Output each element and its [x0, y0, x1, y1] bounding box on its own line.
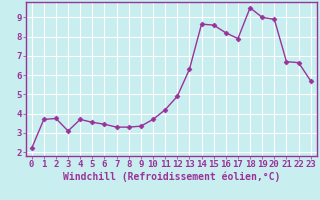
X-axis label: Windchill (Refroidissement éolien,°C): Windchill (Refroidissement éolien,°C) — [62, 172, 280, 182]
